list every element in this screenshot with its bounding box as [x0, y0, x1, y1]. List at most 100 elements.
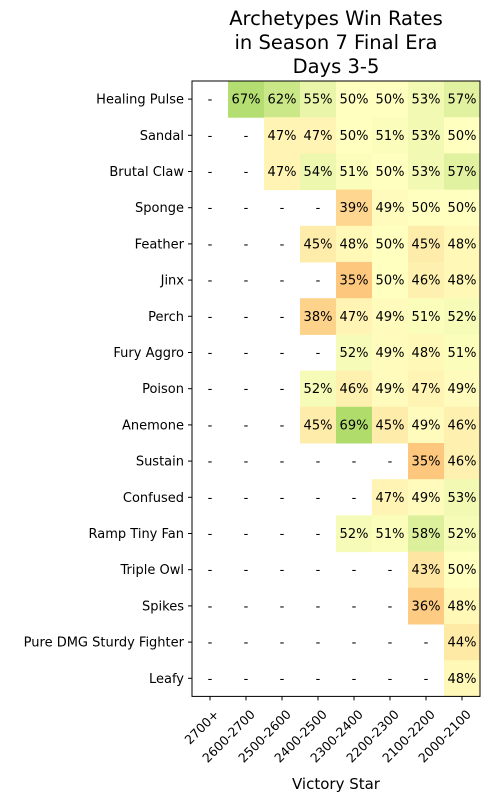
cell-value-label: - — [388, 563, 393, 578]
cell-value-label: - — [244, 636, 249, 651]
heatmap-cell — [408, 334, 445, 372]
heatmap-cell — [408, 298, 445, 335]
heatmap-cell — [408, 551, 445, 589]
cell-value-label: 48% — [448, 599, 477, 614]
x-axis: 2700+2600-27002500-26002400-25002300-240… — [181, 696, 474, 765]
heatmap-cell — [372, 117, 409, 154]
cell-value-label: - — [280, 636, 285, 651]
heatmap-cell — [444, 624, 481, 661]
cell-value-label: - — [316, 201, 321, 216]
cell-value-label: - — [352, 491, 357, 506]
heatmap-cell — [300, 117, 337, 154]
heatmap-cell — [300, 370, 337, 408]
cell-value-label: 50% — [376, 93, 405, 108]
cell-value-label: 38% — [304, 310, 333, 325]
cell-value-label: 53% — [412, 165, 441, 180]
y-tick-label: Healing Pulse — [96, 93, 184, 108]
heatmap-cell — [372, 334, 409, 372]
cell-value-label: - — [280, 672, 285, 687]
cell-value-label: - — [244, 599, 249, 614]
cell-value-label: 51% — [376, 527, 405, 542]
heatmap-cell — [408, 587, 445, 625]
y-tick-label: Spikes — [142, 599, 184, 614]
cell-value-label: - — [388, 636, 393, 651]
cell-value-label: 48% — [448, 237, 477, 252]
heatmap-cells — [228, 81, 481, 697]
cell-value-label: - — [244, 274, 249, 289]
heatmap-cell — [300, 153, 337, 191]
cell-value-label: - — [280, 310, 285, 325]
heatmap-cell — [264, 117, 301, 154]
cell-value-label: 50% — [340, 129, 369, 144]
cell-value-label: 45% — [304, 418, 333, 433]
heatmap-cell — [372, 479, 409, 516]
cell-value-label: 45% — [304, 237, 333, 252]
x-axis-title: Victory Star — [292, 775, 381, 793]
cell-value-label: 49% — [376, 310, 405, 325]
cell-value-label: 48% — [448, 672, 477, 687]
heatmap-cell — [408, 406, 445, 444]
cell-value-label: 50% — [448, 563, 477, 578]
cell-value-label: - — [280, 418, 285, 433]
cell-value-label: 48% — [340, 237, 369, 252]
heatmap-cell — [336, 189, 373, 227]
cell-value-label: 49% — [412, 491, 441, 506]
cell-value-label: - — [316, 274, 321, 289]
heatmap-cell — [444, 479, 481, 516]
cell-value-label: - — [280, 527, 285, 542]
y-tick-label: Pure DMG Sturdy Fighter — [24, 636, 185, 651]
heatmap-cell — [300, 81, 337, 118]
heatmap-cell — [300, 298, 337, 335]
y-tick-label: Feather — [135, 237, 185, 252]
heatmap-cell — [408, 479, 445, 516]
cell-value-label: - — [316, 527, 321, 542]
cell-value-label: - — [208, 165, 213, 180]
cell-value-label: 51% — [340, 165, 369, 180]
cell-value-label: - — [280, 563, 285, 578]
cell-value-label: 51% — [376, 129, 405, 144]
cell-value-label: - — [280, 201, 285, 216]
cell-value-label: 35% — [412, 455, 441, 470]
cell-value-label: 45% — [376, 418, 405, 433]
cell-value-label: - — [316, 636, 321, 651]
cell-value-label: - — [208, 274, 213, 289]
cell-value-label: - — [208, 201, 213, 216]
cell-value-label: 67% — [232, 93, 261, 108]
cell-value-label: - — [316, 672, 321, 687]
heatmap-cell — [372, 262, 409, 299]
chart-title-line-2: in Season 7 Final Era — [235, 31, 438, 54]
cell-value-label: 57% — [448, 93, 477, 108]
heatmap-cell — [372, 406, 409, 444]
cell-value-label: - — [208, 491, 213, 506]
cell-value-label: - — [388, 672, 393, 687]
cell-value-label: - — [280, 599, 285, 614]
cell-value-label: 50% — [376, 165, 405, 180]
cell-value-label: 47% — [304, 129, 333, 144]
cell-value-label: 47% — [340, 310, 369, 325]
cell-value-label: - — [208, 310, 213, 325]
cell-value-label: 50% — [376, 274, 405, 289]
cell-value-label: - — [316, 346, 321, 361]
heatmap-cell — [372, 153, 409, 191]
cell-value-label: 50% — [412, 201, 441, 216]
heatmap-cell — [408, 153, 445, 191]
chart-title-line-1: Archetypes Win Rates — [229, 7, 443, 30]
heatmap-cell — [264, 153, 301, 191]
cell-value-label: - — [244, 237, 249, 252]
cell-value-label: 48% — [448, 274, 477, 289]
heatmap-cell — [444, 406, 481, 444]
cell-value-label: - — [280, 346, 285, 361]
heatmap-cell — [336, 370, 373, 408]
y-tick-label: Leafy — [149, 672, 184, 687]
cell-value-label: 49% — [448, 382, 477, 397]
cell-value-label: 50% — [376, 237, 405, 252]
cell-value-label: - — [424, 636, 429, 651]
cell-value-label: - — [208, 563, 213, 578]
cell-value-label: 54% — [304, 165, 333, 180]
heatmap-cell — [444, 81, 481, 118]
cell-value-label: - — [280, 382, 285, 397]
cell-value-label: 52% — [340, 527, 369, 542]
heatmap-cell — [444, 587, 481, 625]
heatmap-cell-labels: - 67% 62% 55% 50% 50% 53% 57% - - 47% 47% 50% 51% 53% 5… — [208, 93, 477, 687]
cell-value-label: - — [244, 129, 249, 144]
